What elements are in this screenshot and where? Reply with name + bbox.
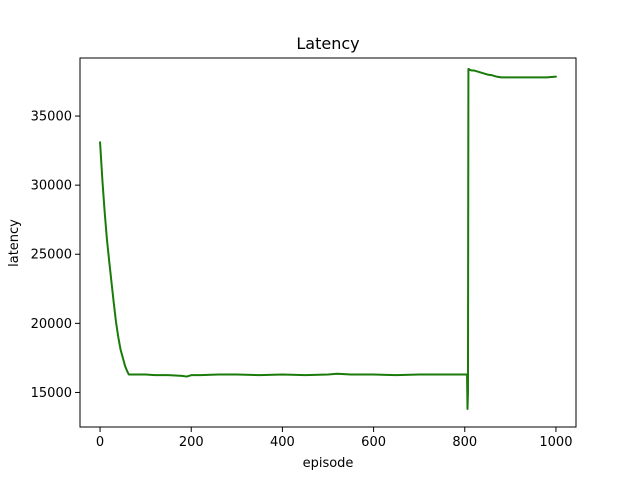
y-axis-label: latency — [7, 219, 22, 267]
y-tick-label: 35000 — [31, 110, 72, 125]
latency-series-line — [99, 68, 557, 411]
y-tick-label: 20000 — [31, 317, 72, 332]
y-tick-label: 15000 — [31, 386, 72, 401]
x-tick-label: 400 — [270, 435, 295, 450]
x-tick-label: 0 — [96, 435, 104, 450]
x-tick-label: 600 — [361, 435, 386, 450]
y-tick-label: 30000 — [31, 179, 72, 194]
x-tick-label: 200 — [179, 435, 204, 450]
series-layer — [99, 68, 557, 411]
plot-frame — [79, 57, 577, 428]
x-axis-label: episode — [303, 456, 354, 471]
chart-title: Latency — [296, 34, 359, 53]
tick-layer: 0 200 400 600 800 1000 15000 20000 25000 30000 350… — [31, 110, 573, 450]
x-tick-label: 800 — [452, 435, 477, 450]
x-tick-label: 1000 — [539, 435, 572, 450]
y-tick-label: 25000 — [31, 248, 72, 263]
